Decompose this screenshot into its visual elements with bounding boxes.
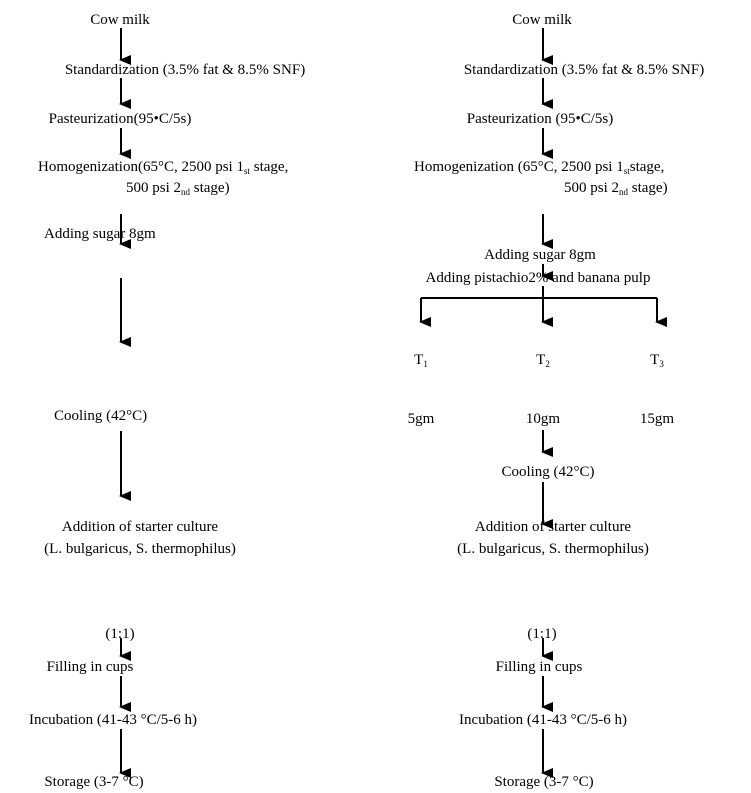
right-pasteurization: Pasteurization (95•C/5s) <box>466 111 614 127</box>
treatment-t3-amount: 15gm <box>639 411 675 427</box>
left-starter-organisms: (L. bulgaricus, S. thermophilus) <box>44 541 236 557</box>
left-cooling: Cooling (42°C) <box>54 408 148 424</box>
right-homogenization-line1: Homogenization (65°C, 2500 psi 1ststage, <box>414 159 665 176</box>
right-ratio: (1:1) <box>527 626 557 642</box>
left-standardization: Standardization (3.5% fat & 8.5% SNF) <box>64 62 306 78</box>
right-cow-milk: Cow milk <box>512 12 572 28</box>
right-adding-pistachio-banana: Adding pistachio2% and banana pulp <box>425 270 651 286</box>
right-storage: Storage (3-7 °C) <box>494 774 594 790</box>
right-filling: Filling in cups <box>495 659 583 675</box>
left-homogenization-line1: Homogenization(65°C, 2500 psi 1st stage, <box>38 159 289 176</box>
right-starter-organisms: (L. bulgaricus, S. thermophilus) <box>457 541 649 557</box>
treatment-t1-amount: 5gm <box>407 411 435 427</box>
left-starter-culture: Addition of starter culture <box>61 519 219 535</box>
right-homogenization-line2: 500 psi 2nd stage) <box>564 180 668 197</box>
right-incubation: Incubation (41-43 °C/5-6 h) <box>458 712 628 728</box>
left-filling: Filling in cups <box>46 659 134 675</box>
right-adding-sugar: Adding sugar 8gm <box>484 247 596 263</box>
treatment-t2-label: T2 <box>536 352 550 369</box>
left-storage: Storage (3-7 °C) <box>44 774 144 790</box>
right-cooling: Cooling (42°C) <box>501 464 595 480</box>
treatment-t2-amount: 10gm <box>525 411 561 427</box>
left-pasteurization: Pasteurization(95•C/5s) <box>48 111 192 127</box>
left-adding-sugar: Adding sugar 8gm <box>44 226 156 242</box>
left-ratio: (1:1) <box>105 626 135 642</box>
left-cow-milk: Cow milk <box>90 12 150 28</box>
right-standardization: Standardization (3.5% fat & 8.5% SNF) <box>463 62 705 78</box>
left-incubation: Incubation (41-43 °C/5-6 h) <box>28 712 198 728</box>
right-starter-culture: Addition of starter culture <box>474 519 632 535</box>
treatment-t1-label: T1 <box>414 352 428 369</box>
treatment-t3-label: T3 <box>650 352 664 369</box>
left-homogenization-line2: 500 psi 2nd stage) <box>126 180 230 197</box>
